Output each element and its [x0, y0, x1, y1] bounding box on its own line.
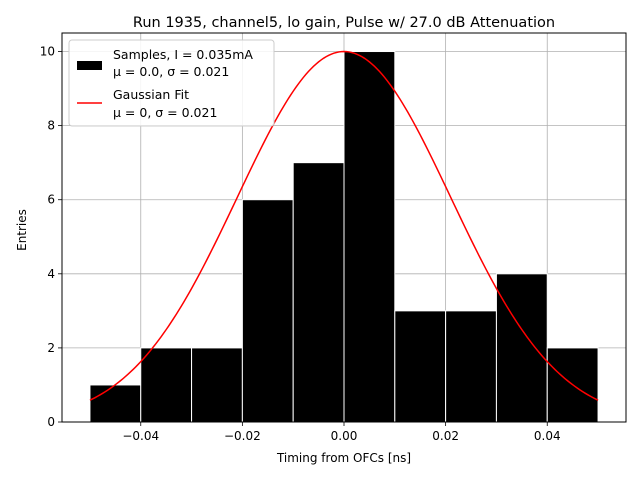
- x-tick-label-3: 0.02: [432, 429, 459, 443]
- histogram-bars: [89, 51, 599, 423]
- histogram-bar-1: [140, 347, 193, 423]
- gaussian-fit: [89, 50, 599, 401]
- y-tick-label-3: 6: [47, 193, 55, 207]
- gaussian-fit-line: [89, 50, 599, 401]
- y-tick-label-5: 10: [40, 45, 55, 59]
- legend-frame: [68, 39, 275, 127]
- x-tick-label-4: 0.04: [534, 429, 561, 443]
- x-tick-label-2: 0.00: [331, 429, 358, 443]
- y-tick-label-1: 2: [47, 341, 55, 355]
- y-axis-ticks: 0 2 4 6 8 10: [40, 45, 62, 429]
- y-tick-label-0: 0: [47, 415, 55, 429]
- histogram-bar-2: [191, 347, 243, 423]
- histogram-bar-8: [495, 273, 548, 423]
- legend-stats-fit: μ = 0, σ = 0.021: [113, 105, 217, 120]
- legend-label-fit: Gaussian Fit: [113, 87, 189, 102]
- histogram-bar-6: [394, 310, 447, 423]
- histogram-bar-5: [343, 51, 396, 423]
- legend-swatch-samples: [77, 61, 102, 70]
- y-tick-label-4: 8: [47, 119, 55, 133]
- x-tick-label-0: −0.04: [122, 429, 159, 443]
- histogram-bar-0: [89, 384, 142, 423]
- chart-title: Run 1935, channel5, lo gain, Pulse w/ 27…: [133, 15, 555, 31]
- y-axis-label: Entries: [15, 209, 29, 251]
- x-axis-label: Timing from OFCs [ns]: [276, 451, 411, 465]
- y-tick-label-2: 4: [47, 267, 55, 281]
- x-tick-label-1: −0.02: [224, 429, 261, 443]
- histogram-bar-3: [241, 199, 294, 423]
- histogram-bar-4: [292, 162, 345, 423]
- x-axis-ticks: −0.04 −0.02 0.00 0.02 0.04: [122, 422, 561, 443]
- legend-stats-samples: μ = 0.0, σ = 0.021: [113, 64, 229, 79]
- histogram-bar-7: [445, 310, 497, 423]
- legend: Samples, I = 0.035mA μ = 0.0, σ = 0.021 …: [68, 39, 275, 127]
- legend-label-samples: Samples, I = 0.035mA: [113, 47, 253, 62]
